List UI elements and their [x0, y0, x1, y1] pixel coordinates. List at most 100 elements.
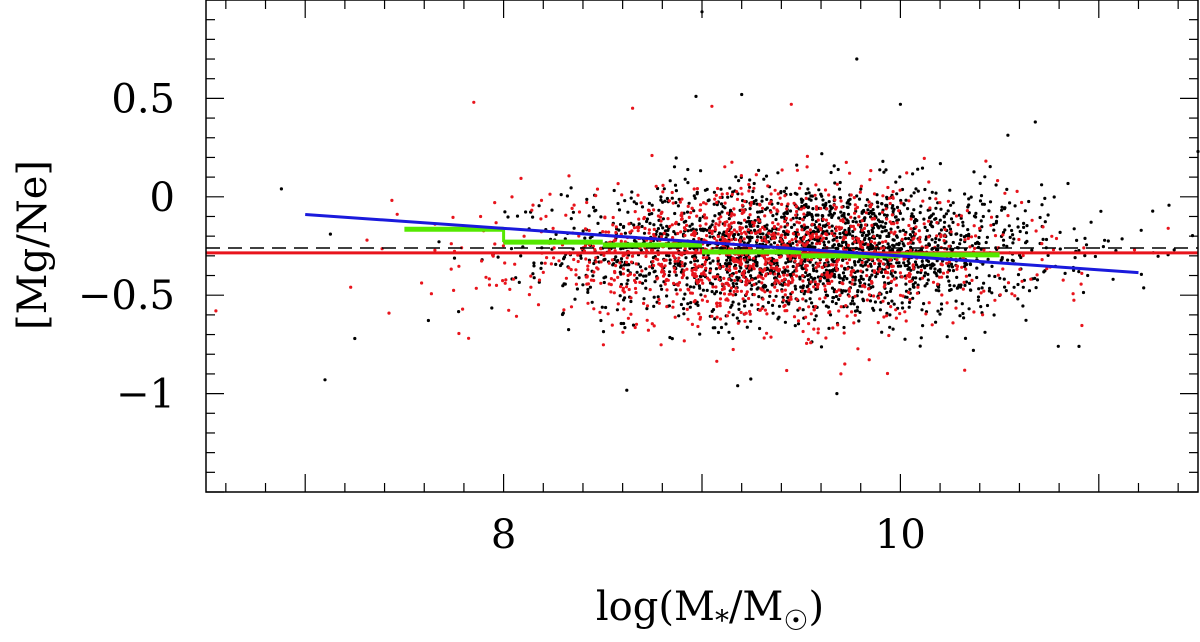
red-point — [882, 246, 886, 250]
red-point — [823, 288, 827, 292]
black-point — [903, 337, 907, 341]
red-point — [795, 274, 799, 278]
red-point — [457, 331, 461, 336]
black-point — [864, 260, 868, 264]
red-point — [636, 193, 640, 197]
red-point — [763, 267, 767, 271]
red-point — [773, 285, 777, 289]
black-point — [665, 224, 669, 228]
black-point — [794, 239, 798, 243]
red-point — [673, 270, 677, 274]
red-point — [909, 227, 913, 231]
red-point — [876, 321, 880, 325]
red-point — [807, 322, 811, 326]
red-point — [868, 205, 873, 209]
red-point — [772, 236, 776, 240]
black-point — [990, 291, 994, 295]
red-point — [981, 313, 985, 317]
red-point — [503, 261, 507, 265]
black-point — [672, 230, 676, 234]
black-point — [912, 191, 916, 195]
red-point — [390, 198, 394, 202]
red-point — [949, 230, 953, 234]
red-point — [725, 267, 729, 271]
black-point — [758, 271, 762, 275]
red-point — [630, 229, 634, 233]
red-point — [814, 304, 818, 309]
black-point — [674, 201, 678, 205]
red-point — [514, 314, 519, 318]
red-point — [645, 304, 650, 308]
red-point — [692, 229, 696, 233]
red-point — [816, 331, 820, 335]
black-point — [1018, 253, 1022, 257]
black-point — [802, 292, 806, 296]
red-point — [595, 187, 600, 191]
red-point — [811, 232, 815, 236]
red-point — [513, 262, 517, 266]
black-point — [971, 348, 976, 352]
red-point — [898, 312, 902, 316]
red-point — [620, 193, 624, 197]
black-point — [684, 219, 688, 223]
black-point — [652, 223, 656, 227]
red-point — [713, 197, 717, 201]
red-point — [726, 211, 730, 215]
black-point — [845, 205, 849, 209]
black-point — [934, 191, 938, 195]
red-point — [963, 238, 967, 242]
black-point — [758, 326, 762, 331]
black-point — [961, 220, 965, 224]
red-point — [698, 208, 703, 212]
black-point — [1005, 244, 1009, 248]
black-point — [682, 312, 686, 316]
black-point — [629, 299, 633, 304]
red-point — [610, 258, 615, 262]
red-point — [751, 220, 755, 224]
red-point — [775, 289, 779, 293]
black-point — [814, 226, 818, 230]
black-point — [684, 256, 688, 260]
red-point — [775, 265, 779, 269]
black-point — [922, 302, 926, 306]
black-point — [588, 236, 592, 240]
red-point — [820, 265, 825, 270]
black-point — [716, 330, 721, 335]
black-point — [899, 264, 903, 268]
red-point — [1072, 298, 1076, 302]
red-point — [843, 362, 847, 366]
red-point — [743, 230, 747, 234]
black-point — [736, 384, 740, 388]
black-point — [686, 302, 690, 306]
red-point — [795, 209, 799, 214]
red-point — [839, 199, 843, 203]
black-point — [760, 209, 764, 214]
red-point — [780, 168, 784, 172]
red-point — [825, 207, 829, 211]
red-point — [544, 214, 548, 218]
red-point — [609, 290, 613, 294]
black-point — [948, 227, 953, 231]
red-point — [727, 265, 732, 269]
black-point — [868, 262, 873, 266]
red-point — [776, 192, 780, 196]
red-point — [501, 279, 505, 283]
black-point — [819, 193, 823, 197]
black-point — [967, 211, 971, 215]
black-point — [975, 275, 979, 280]
black-point — [880, 202, 884, 206]
black-point — [930, 264, 935, 268]
red-point — [683, 227, 688, 232]
black-point — [807, 197, 811, 201]
black-point — [980, 225, 984, 229]
black-point — [984, 240, 988, 245]
red-point — [807, 287, 811, 291]
black-point — [1142, 286, 1146, 290]
red-point — [647, 209, 651, 213]
black-point — [891, 274, 895, 278]
black-point — [724, 322, 728, 326]
black-point — [958, 285, 963, 289]
black-point — [519, 254, 523, 258]
black-point — [1022, 221, 1026, 225]
red-point — [676, 231, 680, 236]
